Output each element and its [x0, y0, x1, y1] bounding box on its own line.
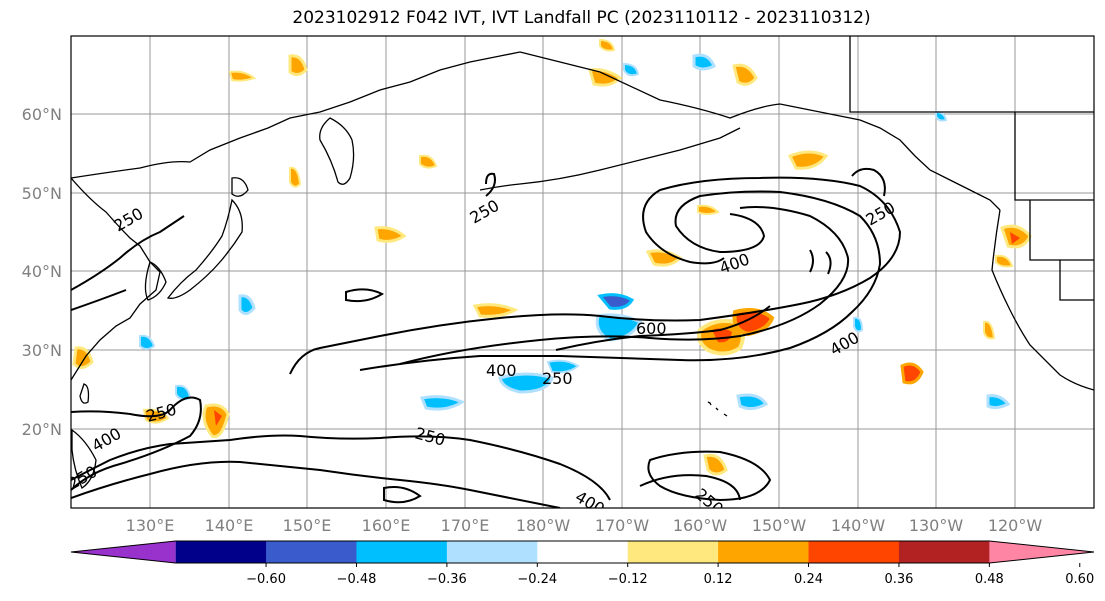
map-frame	[70, 35, 1095, 509]
colorbar: −0.60 −0.48 −0.36 −0.24 −0.12 0.12 0.24 0.36 0.4…	[70, 540, 1095, 587]
lon-label: 150°W	[752, 516, 807, 535]
lat-label: 60°N	[22, 105, 62, 124]
lon-label: 120°W	[988, 516, 1043, 535]
colorbar-segment	[537, 541, 629, 563]
lon-label: 130°E	[126, 516, 175, 535]
negative-anomaly-patch	[597, 293, 635, 310]
colorbar-segment	[446, 541, 538, 563]
negative-anomaly-patch	[692, 53, 716, 71]
negative-anomaly-patch	[498, 372, 554, 394]
latitude-labels: 60°N 50°N 40°N 30°N 20°N	[22, 105, 62, 439]
colorbar-tick-label: 0.24	[794, 572, 823, 587]
lat-label: 40°N	[22, 262, 62, 281]
colorbar-outline	[70, 540, 1095, 564]
lat-label: 20°N	[22, 420, 62, 439]
colorbar-tick-label: −0.24	[517, 572, 557, 587]
positive-anomaly-patch	[72, 346, 94, 369]
colorbar-segment	[808, 541, 900, 563]
negative-anomaly-patch	[139, 334, 156, 350]
positive-anomaly-patch	[419, 154, 438, 169]
longitude-labels: 130°E 140°E 150°E 160°E 170°E 180°W 170°…	[126, 516, 1043, 535]
positive-anomaly-patch	[228, 70, 257, 82]
map-title: 2023102912 F042 IVT, IVT Landfall PC (20…	[292, 8, 871, 28]
negative-anomaly-patch	[986, 394, 1011, 410]
negative-anomaly-patch	[853, 316, 864, 333]
lat-label: 30°N	[22, 341, 62, 360]
colorbar-segment	[718, 541, 810, 563]
lon-label: 170°W	[595, 516, 650, 535]
colorbar-tick-label: −0.12	[608, 572, 648, 587]
positive-anomaly-patch	[732, 63, 758, 86]
lon-label: 160°E	[362, 516, 411, 535]
positive-anomaly-patch	[732, 308, 775, 337]
lon-label: 130°W	[909, 516, 964, 535]
positive-anomaly-core	[214, 410, 222, 426]
positive-anomaly-patch	[703, 453, 728, 476]
map-frame-bg	[71, 36, 1094, 508]
lon-label: 150°E	[283, 516, 332, 535]
colorbar-tick-label: 0.36	[884, 572, 913, 587]
colorbar-extend-high	[989, 541, 1094, 563]
colorbar-tick-label: −0.36	[427, 572, 467, 587]
lon-label: 170°E	[441, 516, 490, 535]
colorbar-extend-low	[71, 541, 176, 563]
colorbar-segment	[175, 541, 267, 563]
positive-anomaly-patch	[787, 150, 829, 170]
positive-anomaly-patch	[472, 303, 519, 318]
positive-anomaly-patch	[374, 226, 407, 243]
positive-anomaly-patch	[983, 320, 996, 340]
positive-anomaly-patch	[995, 254, 1014, 268]
colorbar-segment	[266, 541, 357, 563]
negative-anomaly-patch	[595, 313, 643, 342]
positive-anomaly-patch	[588, 68, 623, 87]
negative-anomaly-patch	[546, 359, 580, 374]
negative-anomaly-patch	[238, 294, 256, 315]
lat-label: 50°N	[22, 184, 62, 203]
positive-anomaly-patch	[599, 38, 616, 52]
ivt-contours	[71, 167, 902, 508]
graticule	[71, 36, 1094, 508]
colorbar-tick-label: 0.12	[704, 572, 733, 587]
shaded-anomalies	[72, 38, 1032, 476]
lon-label: 180°W	[516, 516, 571, 535]
coastlines	[71, 36, 1094, 489]
colorbar-segment	[627, 541, 719, 563]
lon-label: 160°W	[673, 516, 728, 535]
colorbar-tick-label: −0.60	[246, 572, 286, 587]
colorbar-tick-label: 0.60	[1065, 572, 1094, 587]
colorbar-tick-label: 0.48	[975, 572, 1004, 587]
contour-label: 600	[636, 319, 667, 338]
positive-anomaly-patch	[289, 166, 302, 188]
lon-label: 140°W	[831, 516, 886, 535]
negative-anomaly-patch	[736, 393, 769, 411]
contour-label: 250	[542, 369, 573, 388]
negative-anomaly-patch	[419, 395, 466, 411]
negative-anomaly-patch	[623, 62, 640, 77]
colorbar-segment	[356, 541, 448, 563]
positive-anomaly-patch	[697, 204, 720, 215]
colorbar-segment	[898, 541, 990, 563]
colorbar-tick-label: −0.48	[337, 572, 377, 587]
negative-anomaly-patch	[935, 110, 948, 122]
positive-anomaly-patch	[900, 362, 924, 385]
contour-label: 400	[486, 361, 517, 380]
positive-anomaly-core	[1010, 232, 1020, 244]
positive-anomaly-patch	[288, 54, 308, 77]
lon-label: 140°E	[205, 516, 254, 535]
